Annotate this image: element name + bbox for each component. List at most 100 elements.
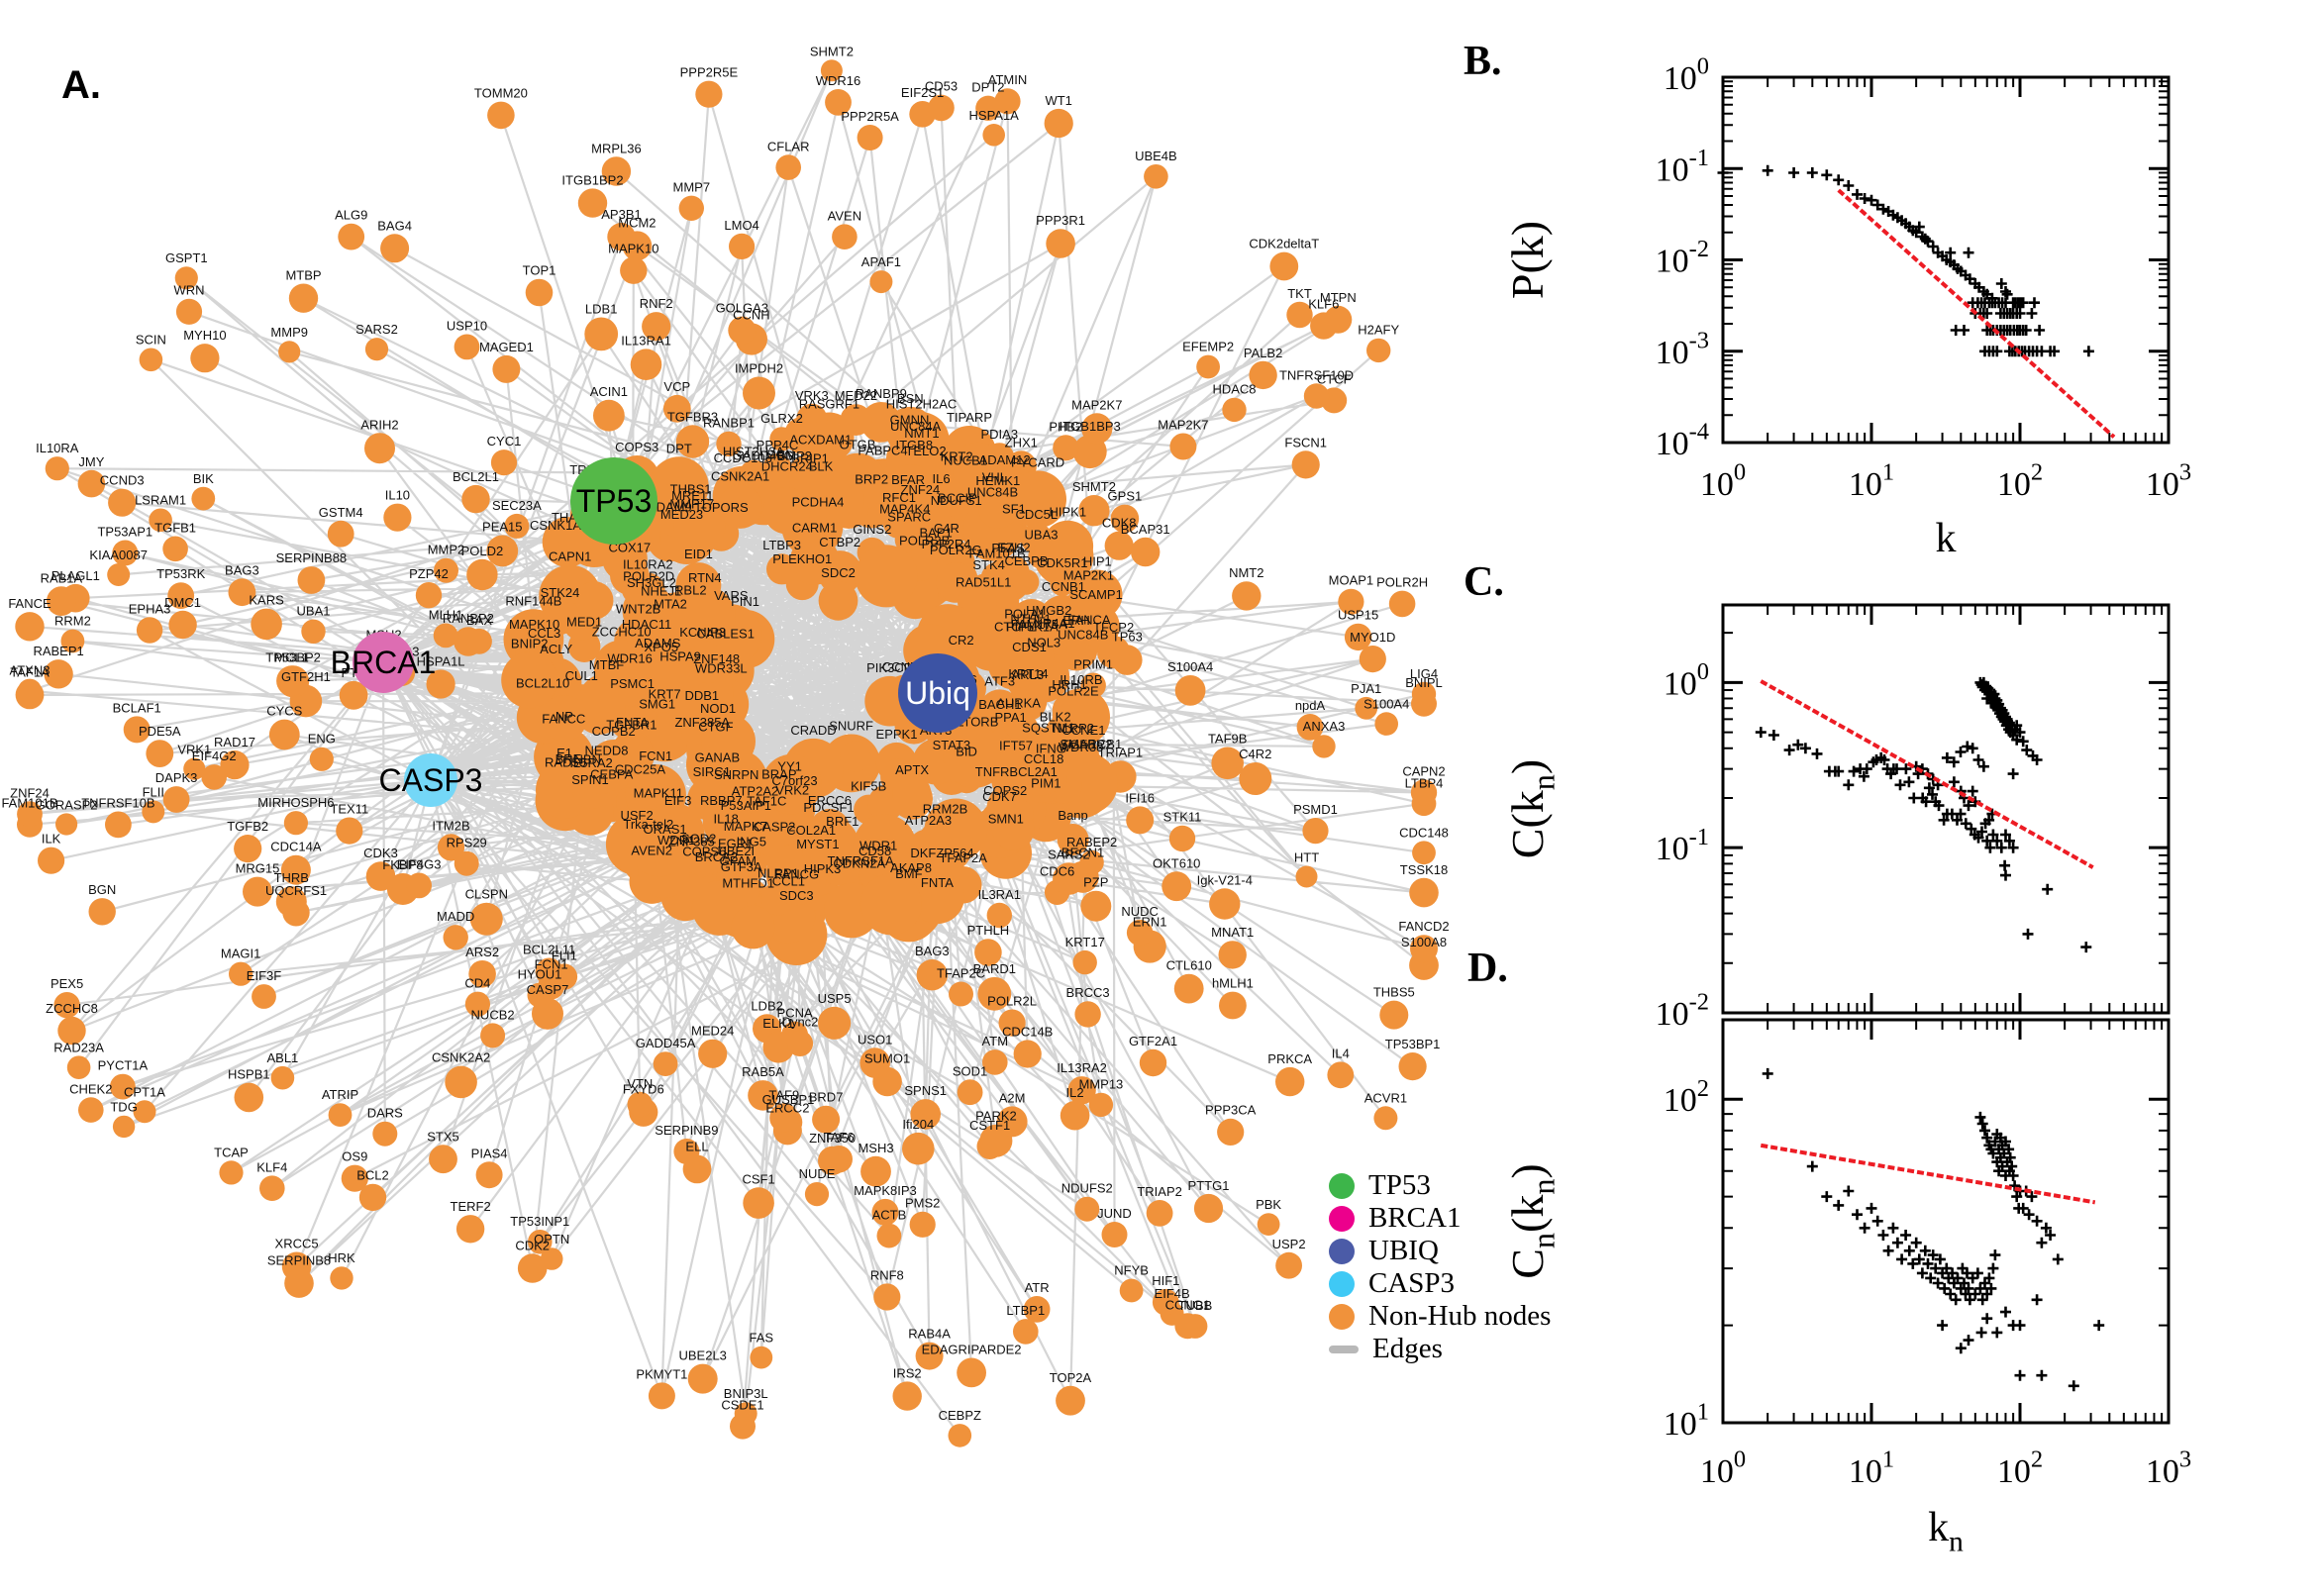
network-node — [622, 231, 653, 261]
node-label: RFC1 — [882, 490, 916, 505]
network-node — [678, 195, 704, 221]
node-label: PDE5A — [139, 724, 181, 739]
node-label: SERPINB88 — [276, 550, 348, 565]
legend-node-swatch — [1329, 1172, 1355, 1199]
node-label: SMN1 — [988, 811, 1024, 826]
node-label: FANCE — [8, 596, 51, 611]
network-node — [902, 1132, 935, 1165]
network-node — [426, 669, 455, 699]
network-node — [1209, 888, 1241, 920]
node-label: SERPINB8 — [267, 1252, 331, 1267]
network-node — [149, 508, 172, 533]
network-node — [136, 617, 163, 644]
hub-node-casp3 — [404, 753, 457, 807]
network-node — [1126, 919, 1154, 947]
network-node — [525, 278, 554, 307]
node-label: OKT610 — [1153, 855, 1200, 870]
node-label: HIP1 — [1083, 554, 1112, 569]
node-label: CCL1 — [772, 873, 805, 888]
network-node — [1078, 495, 1110, 527]
node-label: GADD45G — [733, 449, 794, 463]
legend-node-swatch — [1329, 1205, 1355, 1232]
network-node — [820, 59, 843, 82]
node-label: SOD2 — [681, 831, 716, 846]
node-label: CEBPZ — [939, 1408, 981, 1423]
hub-node-tp53 — [570, 457, 657, 545]
network-node — [358, 1183, 387, 1212]
node-label: RAD23A — [53, 1040, 104, 1054]
network-node — [818, 1006, 852, 1040]
legend-item-brca1: BRCA1 — [1329, 1202, 1551, 1235]
node-label: DPT2 — [971, 80, 1004, 95]
node-label: BCL2L11 — [523, 943, 575, 957]
node-label: PZP — [1083, 875, 1108, 890]
node-label: EDAGRIPARDE2 — [922, 1343, 1022, 1357]
node-label: MMP13 — [1079, 1077, 1124, 1092]
network-node — [1104, 531, 1134, 560]
network-node — [832, 224, 858, 249]
network-node — [695, 80, 723, 108]
node-label: HDAC11 — [622, 617, 671, 632]
network-node — [975, 95, 1001, 122]
node-label: NEDD8 — [584, 744, 628, 758]
node-label: HMGB2 — [1026, 603, 1071, 618]
node-label: NDUFS1 — [931, 493, 982, 508]
plot-frame — [1721, 603, 2171, 1015]
node-label: MED23 — [660, 507, 703, 522]
axis-label: Cn​(kn​) — [1502, 1163, 1562, 1279]
node-label: ENG — [308, 732, 336, 747]
network-panel: TCAP Ifi204 PRIM1 NHEJ1 TP53INP1 P53AIP1 H2AFY… — [1, 44, 1450, 1447]
node-label: CDKN2A — [833, 856, 885, 871]
node-label: CSNK1A1 — [530, 518, 588, 533]
network-node — [630, 349, 662, 381]
network-node — [77, 469, 106, 498]
network-node — [873, 1283, 901, 1311]
node-label: PEA15 — [482, 519, 522, 534]
tick-label: 100 — [1700, 1446, 1746, 1490]
node-label: IFT57 — [999, 738, 1033, 752]
node-label: OTGB — [840, 438, 876, 452]
node-label: ZHX1 — [1005, 435, 1038, 449]
node-label: CTCF — [1317, 371, 1352, 386]
network-node — [1081, 413, 1113, 445]
node-label: HIPK1 — [1050, 505, 1087, 520]
node-label: USP2 — [1272, 1237, 1306, 1251]
network-node — [892, 1381, 922, 1411]
node-label: IL4 — [1332, 1046, 1350, 1060]
node-label: CDC6 — [1040, 864, 1074, 879]
node-label: VRK3 — [795, 388, 829, 403]
data-points — [1717, 164, 2094, 357]
network-node — [336, 817, 363, 845]
node-label: A2M — [999, 1091, 1026, 1106]
network-node — [1034, 526, 1094, 586]
network-node — [582, 757, 620, 795]
node-label: PABPC4 — [858, 443, 907, 457]
legend-item-label: CASP3 — [1368, 1267, 1456, 1299]
node-label: SIRC1 — [693, 764, 731, 779]
node-label: PSMD1 — [1293, 802, 1338, 817]
hub-label-casp3: CASP3 — [379, 762, 483, 798]
network-node — [1053, 435, 1079, 461]
network-node — [662, 394, 691, 423]
node-label: MAGED1 — [479, 340, 534, 354]
node-label: TRIAP1 — [1098, 745, 1144, 759]
plot-frame — [1721, 1018, 2171, 1425]
node-label: HIPK3 — [804, 861, 842, 876]
node-label: CDK8 — [1102, 516, 1137, 531]
fit-line — [1760, 679, 2094, 869]
node-label: BCL2L1 — [453, 469, 499, 484]
network-node — [1373, 1106, 1398, 1131]
network-node — [627, 1091, 654, 1118]
node-label: KLF6 — [1308, 296, 1339, 311]
network-node — [57, 1016, 86, 1046]
panel-b-label: B. — [1464, 39, 1502, 84]
node-label: NDUFS2 — [1061, 1181, 1113, 1196]
node-label: PPP2R5E — [680, 65, 739, 80]
network-node — [769, 1103, 799, 1133]
node-label: HSPA1L — [417, 653, 465, 668]
network-node — [541, 695, 587, 742]
node-label: MNAT1 — [1211, 925, 1254, 940]
network-node — [1067, 1076, 1096, 1105]
node-label: CR2 — [949, 633, 974, 648]
node-label: WNT2B — [616, 602, 661, 617]
